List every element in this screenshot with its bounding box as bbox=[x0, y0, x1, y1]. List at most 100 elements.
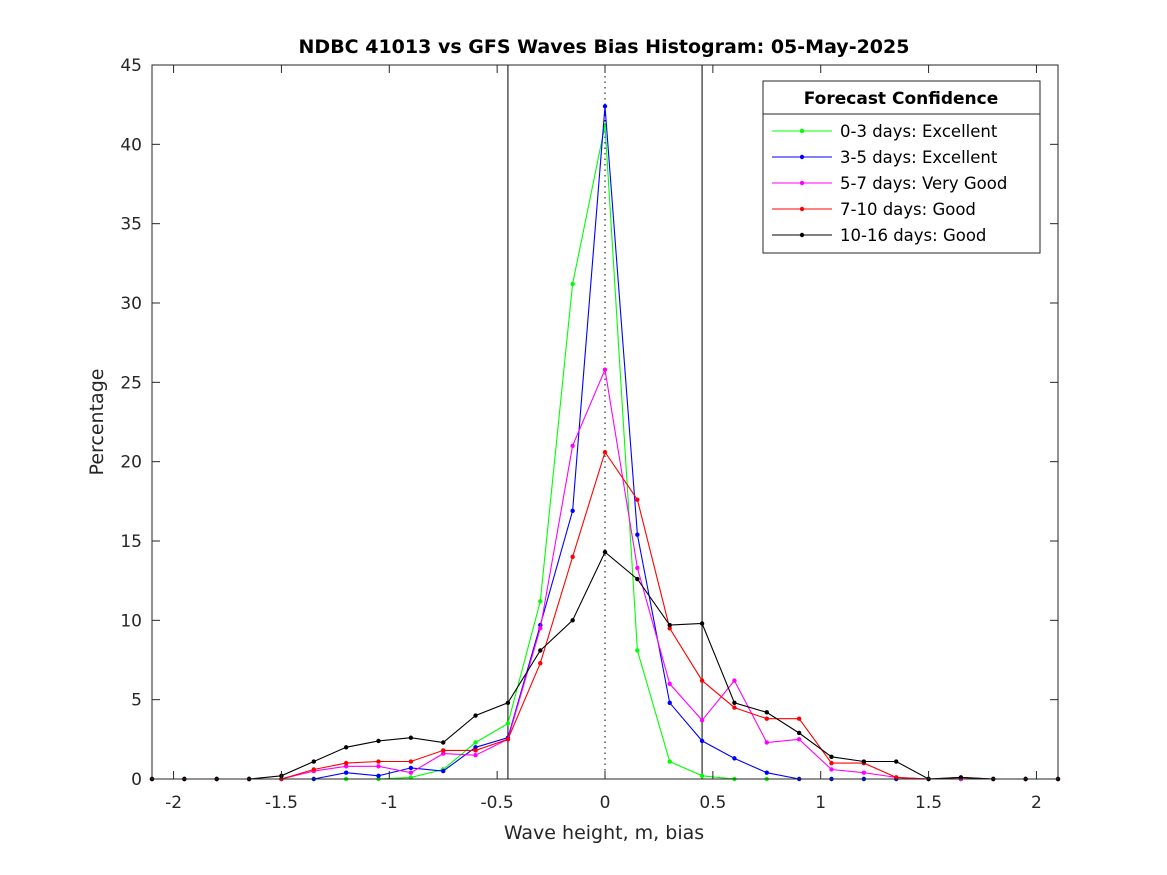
x-tick-label-8: 2 bbox=[1031, 793, 1042, 813]
x-tick-label-7: 1.5 bbox=[915, 793, 942, 813]
series-4-point-15 bbox=[635, 576, 640, 582]
series-1-point-10 bbox=[473, 745, 478, 750]
series-2-point-8 bbox=[408, 770, 414, 775]
legend-marker-0 bbox=[799, 128, 805, 134]
legend: Forecast Confidence 0-3 days: Excellent 3… bbox=[762, 80, 1041, 254]
series-0-point-15 bbox=[635, 648, 640, 653]
y-tick-label-2: 10 bbox=[120, 611, 142, 631]
y-tick-label-0: 0 bbox=[131, 770, 142, 790]
legend-marker-4 bbox=[799, 232, 805, 238]
legend-label-2: 5-7 days: Very Good bbox=[840, 174, 1007, 193]
y-tick-label-3: 15 bbox=[120, 532, 142, 552]
legend-title: Forecast Confidence bbox=[804, 89, 999, 109]
legend-marker-2 bbox=[799, 180, 805, 186]
series-2-point-9 bbox=[441, 751, 446, 756]
series-4-point-12 bbox=[538, 648, 543, 653]
series-1-point-15 bbox=[635, 532, 640, 537]
legend-marker-1 bbox=[799, 154, 805, 160]
chart-title: NDBC 41013 vs GFS Waves Bias Histogram: … bbox=[299, 36, 910, 58]
series-3-point-16 bbox=[667, 626, 672, 631]
series-2-point-21 bbox=[829, 767, 834, 772]
series-3-point-8 bbox=[408, 759, 414, 764]
series-1-point-8 bbox=[408, 765, 414, 771]
series-3-point-12 bbox=[538, 660, 543, 666]
series-2-point-20 bbox=[796, 737, 802, 742]
y-tick-label-4: 20 bbox=[120, 453, 142, 473]
series-4-point-5 bbox=[311, 759, 316, 764]
y-tick-label-8: 40 bbox=[120, 135, 142, 155]
series-0-point-13 bbox=[570, 281, 575, 287]
x-tick-label-0: -2 bbox=[165, 793, 182, 813]
series-3-point-9 bbox=[441, 748, 446, 753]
x-tick-label-2: -1 bbox=[381, 793, 398, 813]
series-2-point-17 bbox=[699, 718, 705, 723]
series-1-point-13 bbox=[570, 508, 575, 514]
legend-label-4: 10-16 days: Good bbox=[840, 226, 986, 245]
series-3-point-21 bbox=[829, 760, 834, 766]
x-tick-label-3: -0.5 bbox=[481, 793, 514, 813]
series-4-point-14 bbox=[602, 549, 608, 555]
series-3-point-6 bbox=[343, 760, 349, 766]
series-0-point-17 bbox=[699, 773, 705, 779]
series-0-point-10 bbox=[473, 740, 478, 745]
series-3-point-17 bbox=[699, 678, 705, 683]
x-tick-label-5: 0.5 bbox=[699, 793, 726, 813]
series-1-point-6 bbox=[343, 770, 349, 775]
series-3-point-19 bbox=[764, 716, 769, 721]
series-0-point-16 bbox=[667, 759, 672, 764]
series-3-point-14 bbox=[602, 449, 608, 455]
series-4-point-11 bbox=[505, 700, 511, 706]
series-1-point-9 bbox=[441, 768, 446, 774]
series-2-point-10 bbox=[473, 753, 478, 758]
series-2-point-12 bbox=[538, 626, 543, 631]
series-4-point-7 bbox=[376, 738, 381, 744]
series-4-point-19 bbox=[764, 710, 769, 715]
series-1-point-17 bbox=[699, 738, 705, 744]
series-1-point-19 bbox=[764, 770, 769, 775]
y-tick-label-6: 30 bbox=[120, 294, 142, 314]
series-1-point-16 bbox=[667, 700, 672, 706]
x-axis-label: Wave height, m, bias bbox=[504, 822, 704, 844]
legend-box bbox=[762, 80, 1041, 254]
series-2-point-19 bbox=[764, 740, 769, 745]
series-4-point-9 bbox=[441, 740, 446, 745]
series-3-point-11 bbox=[505, 737, 511, 742]
y-axis-label: Percentage bbox=[86, 369, 108, 476]
series-4-point-17 bbox=[699, 621, 705, 626]
series-0-point-11 bbox=[505, 721, 511, 726]
series-1-point-18 bbox=[732, 756, 737, 761]
series-3-point-13 bbox=[570, 554, 575, 560]
series-2-point-13 bbox=[570, 443, 575, 448]
series-2-point-22 bbox=[861, 770, 867, 775]
series-3-point-10 bbox=[473, 748, 478, 753]
series-4-point-8 bbox=[408, 735, 414, 740]
series-3-point-20 bbox=[796, 716, 802, 721]
series-4-point-13 bbox=[570, 618, 575, 623]
x-tick-label-4: 0 bbox=[600, 793, 611, 813]
series-4-point-6 bbox=[343, 745, 349, 750]
legend-marker-3 bbox=[799, 206, 805, 212]
series-4-point-23 bbox=[894, 759, 899, 764]
y-tick-label-5: 25 bbox=[120, 373, 142, 393]
y-tick-label-9: 45 bbox=[120, 56, 142, 76]
legend-label-3: 7-10 days: Good bbox=[840, 200, 976, 219]
series-2-point-14 bbox=[602, 367, 608, 372]
series-1-point-14 bbox=[602, 104, 608, 109]
y-tick-label-7: 35 bbox=[120, 215, 142, 235]
legend-items: 0-3 days: Excellent 3-5 days: Excellent 5-… bbox=[772, 122, 1007, 245]
series-4-point-18 bbox=[732, 700, 737, 706]
x-tick-label-6: 1 bbox=[815, 793, 826, 813]
series-2-point-7 bbox=[376, 764, 381, 769]
series-0-point-12 bbox=[538, 599, 543, 604]
series-2-point-15 bbox=[635, 565, 640, 571]
series-3-point-5 bbox=[311, 767, 316, 772]
series-2-point-16 bbox=[667, 681, 672, 686]
series-4-point-10 bbox=[473, 713, 478, 718]
series-4-point-22 bbox=[861, 759, 867, 764]
x-tick-label-1: -1.5 bbox=[265, 793, 298, 813]
series-2-point-6 bbox=[343, 764, 349, 769]
series-3-point-15 bbox=[635, 497, 640, 502]
legend-label-1: 3-5 days: Excellent bbox=[840, 148, 998, 167]
